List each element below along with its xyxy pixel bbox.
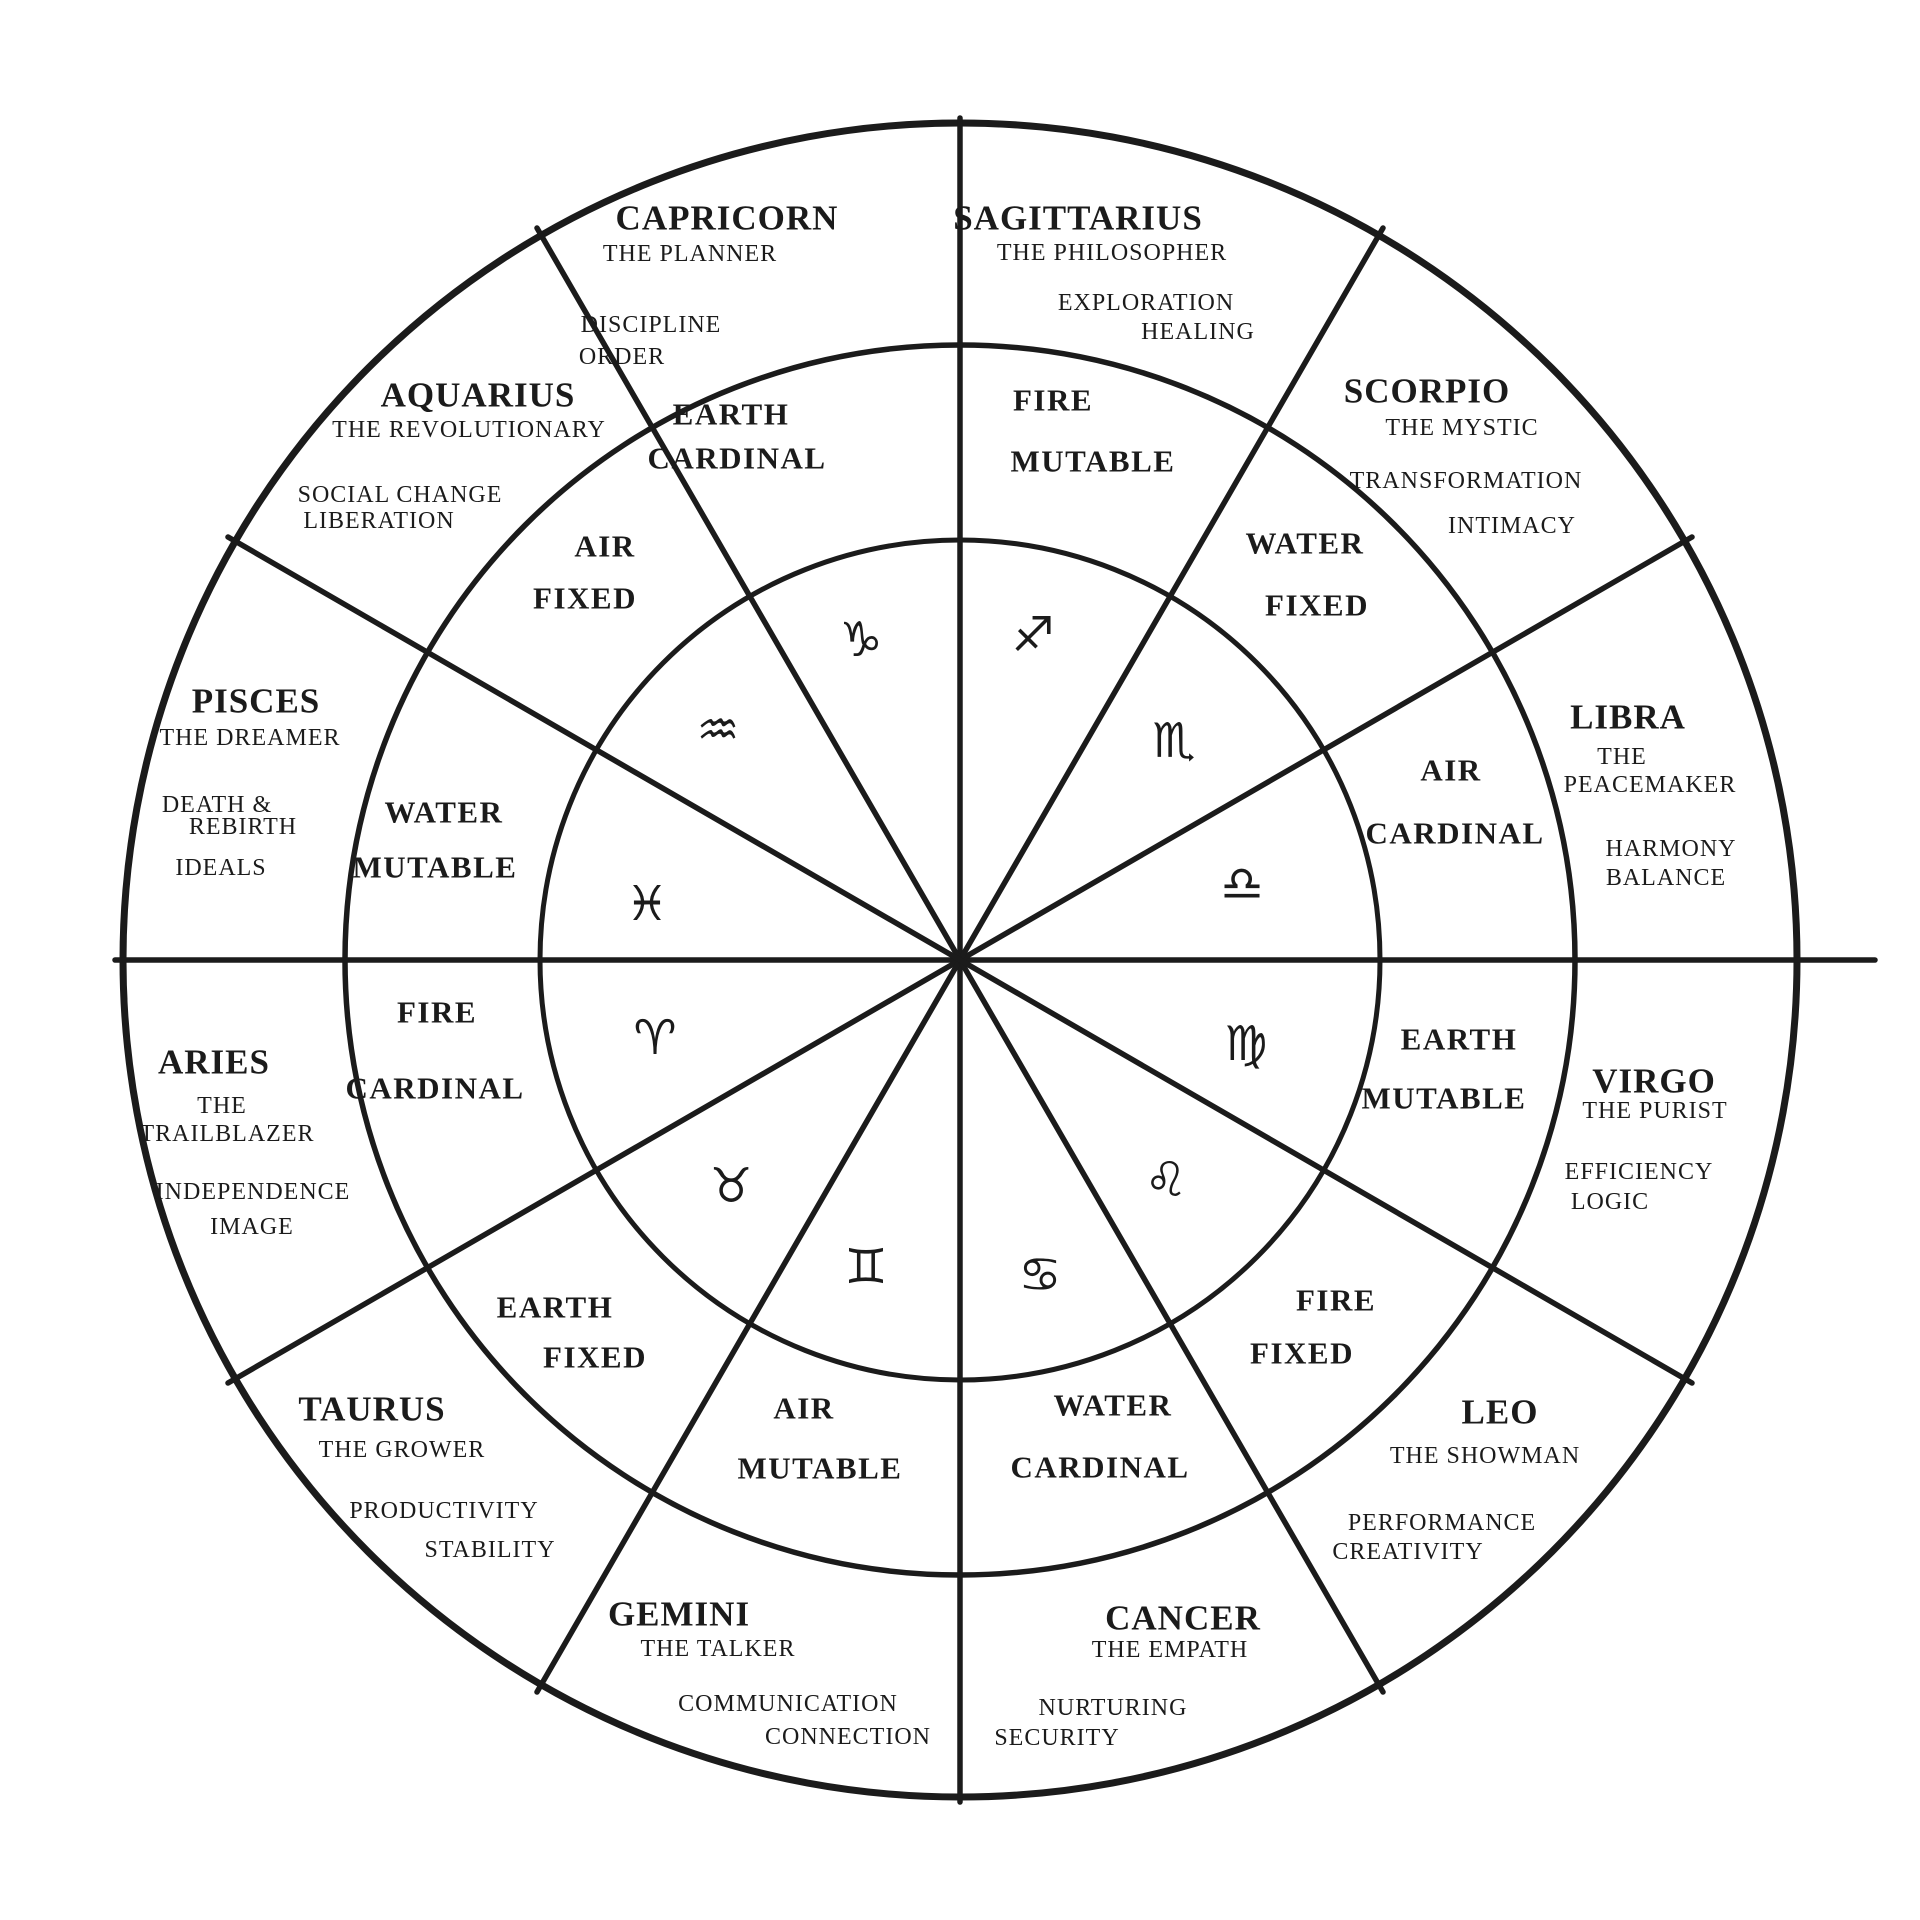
sign-name-virgo: VIRGO [1592, 1062, 1716, 1101]
sign-modality-aries: CARDINAL [345, 1071, 524, 1106]
sign-nickname-libra: PEACEMAKER [1564, 772, 1737, 798]
aquarius-glyph-icon: ♒ [696, 702, 739, 758]
spoke-line-150deg [225, 534, 1695, 1386]
sign-keyword-aquarius: LIBERATION [303, 508, 454, 534]
sign-keyword-virgo: EFFICIENCY [1565, 1159, 1714, 1185]
sign-name-gemini: GEMINI [608, 1595, 750, 1634]
pisces-glyph-icon: ♓ [625, 876, 668, 932]
sign-keyword-pisces: IDEALS [175, 855, 266, 881]
sign-nickname-libra: THE [1597, 744, 1647, 770]
sign-keyword-scorpio: TRANSFORMATION [1350, 468, 1583, 494]
sign-keyword-gemini: CONNECTION [765, 1724, 931, 1750]
virgo-glyph-icon: ♍ [1224, 1016, 1267, 1072]
sign-element-virgo: EARTH [1401, 1022, 1518, 1057]
sign-nickname-aries: THE [197, 1093, 247, 1119]
sign-keyword-libra: BALANCE [1606, 865, 1726, 891]
sign-name-cancer: CANCER [1105, 1599, 1261, 1638]
sign-keyword-aries: INDEPENDENCE [156, 1179, 351, 1205]
sign-name-aries: ARIES [158, 1043, 270, 1082]
capricorn-glyph-icon: ♑ [839, 612, 882, 668]
sign-keyword-cancer: SECURITY [994, 1725, 1119, 1751]
gemini-glyph-icon: ♊ [844, 1239, 887, 1295]
sign-keyword-sagittarius: HEALING [1141, 319, 1255, 345]
sign-nickname-leo: THE SHOWMAN [1390, 1443, 1580, 1469]
sagittarius-glyph-icon: ♐ [1011, 607, 1054, 663]
sign-keyword-cancer: NURTURING [1039, 1695, 1188, 1721]
sign-nickname-taurus: THE GROWER [319, 1437, 486, 1463]
sign-nickname-scorpio: THE MYSTIC [1385, 415, 1538, 441]
sign-element-taurus: EARTH [497, 1290, 614, 1325]
sign-nickname-cancer: THE EMPATH [1092, 1637, 1248, 1663]
sign-nickname-gemini: THE TALKER [641, 1636, 796, 1662]
sign-element-gemini: AIR [773, 1391, 834, 1426]
sign-modality-capricorn: CARDINAL [647, 441, 826, 476]
sign-element-leo: FIRE [1296, 1283, 1376, 1318]
sign-element-capricorn: EARTH [673, 397, 790, 432]
sign-modality-sagittarius: MUTABLE [1011, 444, 1176, 479]
sign-keyword-aquarius: SOCIAL CHANGE [298, 482, 503, 508]
sign-nickname-aquarius: THE REVOLUTIONARY [332, 417, 606, 443]
sign-element-aries: FIRE [397, 995, 477, 1030]
sign-name-capricorn: CAPRICORN [616, 199, 839, 238]
libra-glyph-icon: ♎ [1220, 856, 1263, 912]
sign-keyword-libra: HARMONY [1605, 836, 1736, 862]
sign-keyword-gemini: COMMUNICATION [678, 1691, 898, 1717]
sign-element-cancer: WATER [1054, 1388, 1173, 1423]
sign-keyword-capricorn: ORDER [579, 344, 665, 370]
sign-nickname-pisces: THE DREAMER [160, 725, 341, 751]
sign-keyword-capricorn: DISCIPLINE [581, 312, 722, 338]
sign-modality-pisces: MUTABLE [353, 850, 518, 885]
sign-name-leo: LEO [1462, 1393, 1539, 1432]
sign-keyword-pisces: REBIRTH [189, 814, 297, 840]
sign-keyword-taurus: STABILITY [424, 1537, 555, 1563]
sign-keyword-virgo: LOGIC [1571, 1189, 1649, 1215]
sign-name-sagittarius: SAGITTARIUS [953, 199, 1203, 238]
sign-modality-libra: CARDINAL [1365, 816, 1544, 851]
sign-modality-virgo: MUTABLE [1362, 1081, 1527, 1116]
sign-modality-aquarius: FIXED [533, 581, 637, 616]
aries-glyph-icon: ♈ [633, 1010, 676, 1066]
sign-nickname-sagittarius: THE PHILOSOPHER [997, 240, 1227, 266]
sign-element-pisces: WATER [385, 795, 504, 830]
sign-keyword-leo: PERFORMANCE [1348, 1510, 1536, 1536]
cancer-glyph-icon: ♋ [1018, 1247, 1061, 1303]
sign-name-aquarius: AQUARIUS [381, 376, 576, 415]
sign-keyword-scorpio: INTIMACY [1448, 513, 1576, 539]
sign-nickname-aries: TRAILBLAZER [140, 1121, 315, 1147]
taurus-glyph-icon: ♉ [709, 1158, 752, 1214]
sign-element-libra: AIR [1420, 753, 1481, 788]
sign-keyword-aries: IMAGE [210, 1214, 294, 1240]
leo-glyph-icon: ♌ [1144, 1152, 1187, 1208]
sign-name-taurus: TAURUS [298, 1390, 445, 1429]
sign-modality-cancer: CARDINAL [1010, 1450, 1189, 1485]
sign-name-pisces: PISCES [192, 682, 321, 721]
wheel-labels: CAPRICORN THE PLANNER DISCIPLINE ORDER EARTH… [140, 199, 1737, 1752]
sign-modality-scorpio: FIXED [1265, 588, 1369, 623]
sign-element-scorpio: WATER [1246, 526, 1365, 561]
sign-name-scorpio: SCORPIO [1344, 372, 1510, 411]
sign-keyword-pisces: DEATH & [162, 792, 272, 818]
sign-modality-taurus: FIXED [543, 1340, 647, 1375]
sign-modality-leo: FIXED [1250, 1336, 1354, 1371]
sign-element-sagittarius: FIRE [1013, 383, 1093, 418]
sign-nickname-virgo: THE PURIST [1582, 1098, 1727, 1124]
sign-name-libra: LIBRA [1570, 698, 1686, 737]
sign-keyword-leo: CREATIVITY [1332, 1539, 1483, 1565]
sign-keyword-taurus: PRODUCTIVITY [349, 1498, 538, 1524]
sign-keyword-sagittarius: EXPLORATION [1058, 290, 1234, 316]
sign-nickname-capricorn: THE PLANNER [603, 241, 777, 267]
scorpio-glyph-icon: ♏ [1152, 713, 1195, 769]
sign-modality-gemini: MUTABLE [738, 1451, 903, 1486]
sign-element-aquarius: AIR [574, 529, 635, 564]
